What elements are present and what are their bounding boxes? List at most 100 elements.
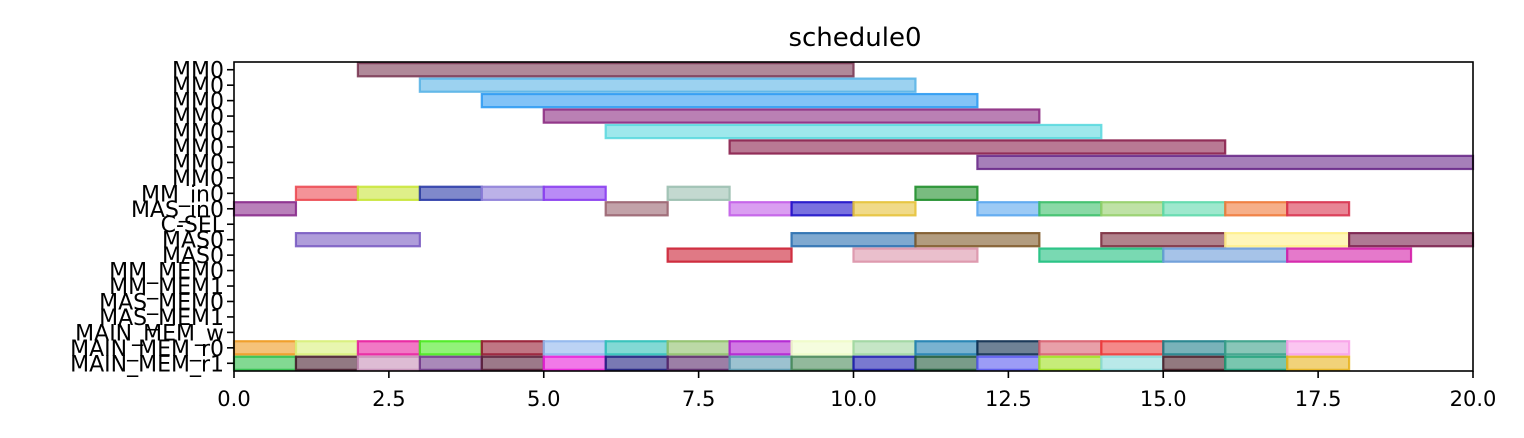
task-bar bbox=[728, 340, 793, 356]
task-bar bbox=[914, 355, 979, 371]
task-bar bbox=[356, 185, 421, 201]
task-bar bbox=[356, 62, 855, 78]
task-bar bbox=[976, 154, 1475, 171]
task-bar bbox=[1224, 232, 1351, 248]
task-bar bbox=[728, 201, 793, 217]
task-bar bbox=[1286, 247, 1413, 263]
y-tick-label: MM_MEM0 bbox=[109, 260, 224, 285]
y-tick-label: MM0 bbox=[172, 74, 224, 99]
task-bar bbox=[480, 92, 979, 109]
task-bar bbox=[480, 340, 545, 356]
task-bar bbox=[914, 185, 979, 201]
task-bar bbox=[232, 340, 298, 356]
y-tick-label: MM0 bbox=[172, 167, 224, 192]
task-bar bbox=[480, 355, 545, 371]
task-bar bbox=[790, 340, 855, 356]
x-axis: 0.0 2.5 5.0 7.5 10.0 12.5 15.0 17.5 20.0 bbox=[217, 371, 1496, 411]
task-bar bbox=[728, 139, 1227, 155]
y-tick-label: MAS_MEM0 bbox=[99, 290, 224, 315]
x-tick-label: 17.5 bbox=[1295, 387, 1342, 411]
task-bar bbox=[1100, 232, 1227, 248]
y-tick-label: MAIN_MEM_w bbox=[75, 321, 224, 346]
task-bar bbox=[1286, 355, 1351, 371]
y-tick-label: MAIN_MEM_r1 bbox=[70, 352, 224, 377]
task-bar bbox=[790, 355, 855, 371]
task-bar bbox=[1224, 340, 1289, 356]
task-bar bbox=[604, 340, 669, 356]
task-bar bbox=[790, 201, 855, 217]
task-bar bbox=[728, 355, 793, 371]
x-tick-label: 5.0 bbox=[527, 387, 560, 411]
task-bar bbox=[1038, 355, 1103, 371]
y-tick-label: C-SEL bbox=[161, 213, 225, 238]
task-bar bbox=[1162, 201, 1227, 217]
task-bar bbox=[666, 185, 731, 201]
task-bar bbox=[418, 77, 917, 93]
y-tick-label: MAS0 bbox=[162, 229, 224, 254]
x-tick-label: 2.5 bbox=[372, 387, 405, 411]
x-tick-label: 10.0 bbox=[830, 387, 877, 411]
task-bar bbox=[790, 232, 917, 248]
task-bars bbox=[232, 62, 1475, 371]
task-bar bbox=[294, 340, 360, 356]
task-bar bbox=[914, 340, 979, 356]
task-bar bbox=[542, 340, 607, 356]
y-tick-label: MAS0 bbox=[162, 244, 224, 269]
task-bar bbox=[418, 340, 483, 356]
task-bar bbox=[1347, 232, 1475, 248]
task-bar bbox=[852, 247, 979, 263]
task-bar bbox=[604, 355, 669, 371]
task-bar bbox=[1162, 355, 1227, 371]
y-tick-label: MM0 bbox=[172, 105, 224, 130]
task-bar bbox=[1100, 201, 1165, 217]
task-bar bbox=[294, 185, 360, 201]
task-bar bbox=[976, 355, 1041, 371]
task-bar bbox=[666, 340, 731, 356]
task-bar bbox=[852, 340, 917, 356]
task-bar bbox=[418, 355, 483, 371]
task-bar bbox=[1162, 247, 1289, 263]
task-bar bbox=[356, 340, 421, 356]
task-bar bbox=[1038, 201, 1103, 217]
task-bar bbox=[542, 185, 607, 201]
task-bar bbox=[480, 185, 545, 201]
y-tick-label: MM0 bbox=[172, 136, 224, 161]
task-bar bbox=[542, 355, 607, 371]
task-bar bbox=[1286, 340, 1351, 356]
task-bar bbox=[294, 355, 360, 371]
y-tick-label: MM0 bbox=[172, 121, 224, 146]
task-bar bbox=[1100, 355, 1165, 371]
task-bar bbox=[232, 201, 298, 217]
task-bar bbox=[1286, 201, 1351, 217]
x-tick-label: 0.0 bbox=[217, 387, 250, 411]
y-tick-label: MM_MEM1 bbox=[109, 275, 224, 300]
task-bar bbox=[294, 232, 421, 248]
task-bar bbox=[1224, 201, 1289, 217]
y-tick-label: MM0 bbox=[172, 151, 224, 176]
plot-frame bbox=[233, 61, 1474, 372]
task-bar bbox=[666, 355, 731, 371]
task-bar bbox=[976, 201, 1041, 217]
task-bar bbox=[976, 340, 1041, 356]
y-tick-label: MAS_in0 bbox=[131, 198, 224, 223]
x-tick-label: 7.5 bbox=[682, 387, 715, 411]
y-tick-label: MM_in0 bbox=[141, 182, 224, 207]
task-bar bbox=[1038, 247, 1165, 263]
task-bar bbox=[418, 185, 483, 201]
y-tick-label: MM0 bbox=[172, 59, 224, 84]
task-bar bbox=[232, 355, 298, 371]
task-bar bbox=[1038, 340, 1103, 356]
x-tick-label: 20.0 bbox=[1450, 387, 1497, 411]
task-bar bbox=[666, 247, 793, 263]
task-bar bbox=[914, 232, 1041, 248]
task-bar bbox=[852, 355, 917, 371]
task-bar bbox=[1224, 355, 1289, 371]
task-bar bbox=[1162, 340, 1227, 356]
x-tick-label: 12.5 bbox=[985, 387, 1032, 411]
y-tick-label: MM0 bbox=[172, 90, 224, 115]
x-tick-label: 15.0 bbox=[1140, 387, 1187, 411]
task-bar bbox=[542, 108, 1041, 124]
task-bar bbox=[1100, 340, 1165, 356]
y-tick-label: MAS_MEM1 bbox=[99, 306, 224, 331]
